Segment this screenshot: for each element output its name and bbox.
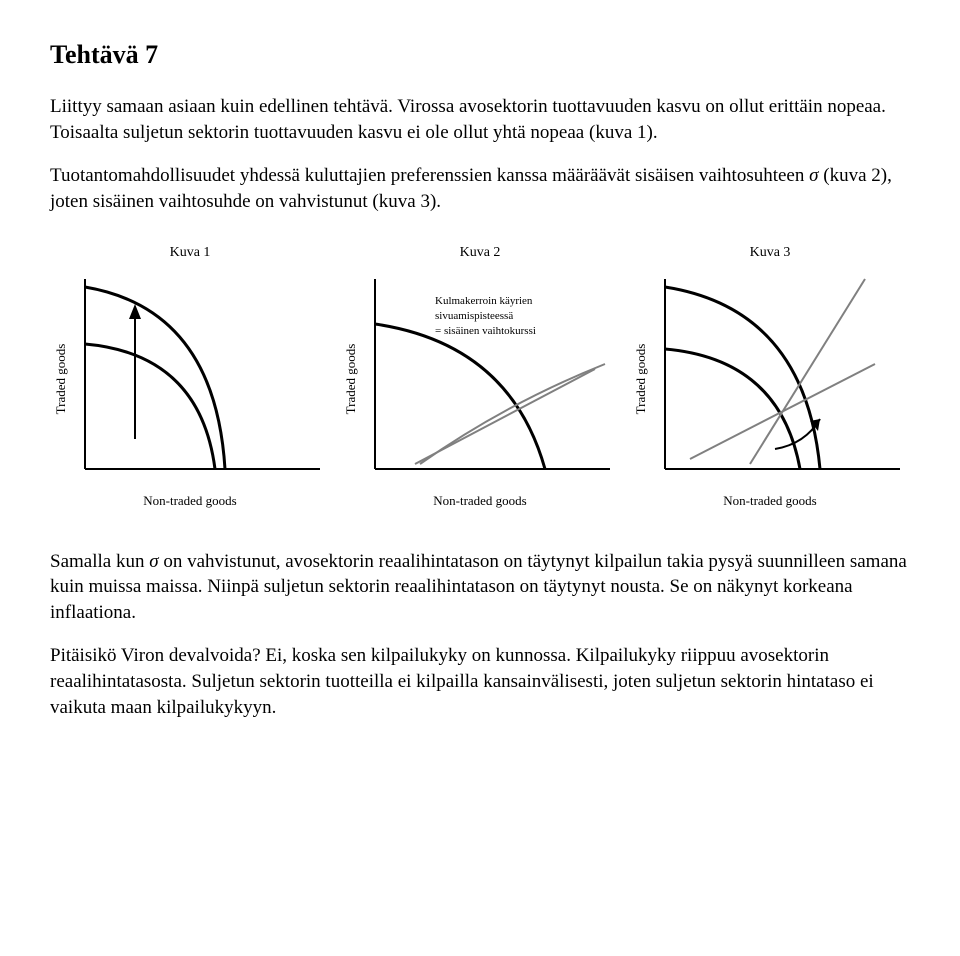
panel-2-ylabel: Traded goods [343,343,358,414]
panel-1-inner-curve [85,344,215,469]
panel-1-xlabel: Non-traded goods [50,493,330,509]
panel-3-title: Kuva 3 [630,245,910,261]
para3-b: on vahvistunut, avosektorin reaalihintat… [50,551,907,623]
paragraph-2: Tuotantomahdollisuudet yhdessä kuluttaji… [50,163,910,214]
panel-3-xlabel: Non-traded goods [630,493,910,509]
panel-2-tangent [415,369,595,464]
panel-3-ylabel: Traded goods [633,343,648,414]
panel-1-svg: Traded goods [50,269,330,489]
figure-row: Kuva 1 Traded goods Non-traded goods Kuv… [50,245,910,509]
panel-2-annot-2: sivuamispisteessä [435,310,513,322]
figure-panel-2: Kuva 2 Traded goods Kulmakerroin käyrien… [340,245,620,509]
sigma-symbol: σ [809,165,818,186]
task-title: Tehtävä 7 [50,40,910,70]
panel-2-annot-3: = sisäinen vaihtokurssi [435,325,536,337]
para3-a: Samalla kun [50,551,149,572]
panel-1-ylabel: Traded goods [53,343,68,414]
paragraph-4: Pitäisikö Viron devalvoida? Ei, koska se… [50,643,910,720]
panel-2-title: Kuva 2 [340,245,620,261]
paragraph-3: Samalla kun σ on vahvistunut, avosektori… [50,549,910,626]
panel-2-annot-1: Kulmakerroin käyrien [435,295,533,307]
figure-panel-3: Kuva 3 Traded goods Non-traded goods [630,245,910,509]
panel-2-ppf [375,324,545,469]
panel-2-xlabel: Non-traded goods [340,493,620,509]
panel-1-outer-curve [85,287,225,469]
panel-3-inner-ppf [665,349,800,469]
para2-a: Tuotantomahdollisuudet yhdessä kuluttaji… [50,165,809,186]
sigma-symbol-2: σ [149,551,158,572]
figure-panel-1: Kuva 1 Traded goods Non-traded goods [50,245,330,509]
panel-3-tangent-outer [750,279,865,464]
panel-2-svg: Traded goods Kulmakerroin käyrien sivuam… [340,269,620,489]
panel-3-svg: Traded goods [630,269,910,489]
paragraph-1: Liittyy samaan asiaan kuin edellinen teh… [50,94,910,145]
panel-1-title: Kuva 1 [50,245,330,261]
